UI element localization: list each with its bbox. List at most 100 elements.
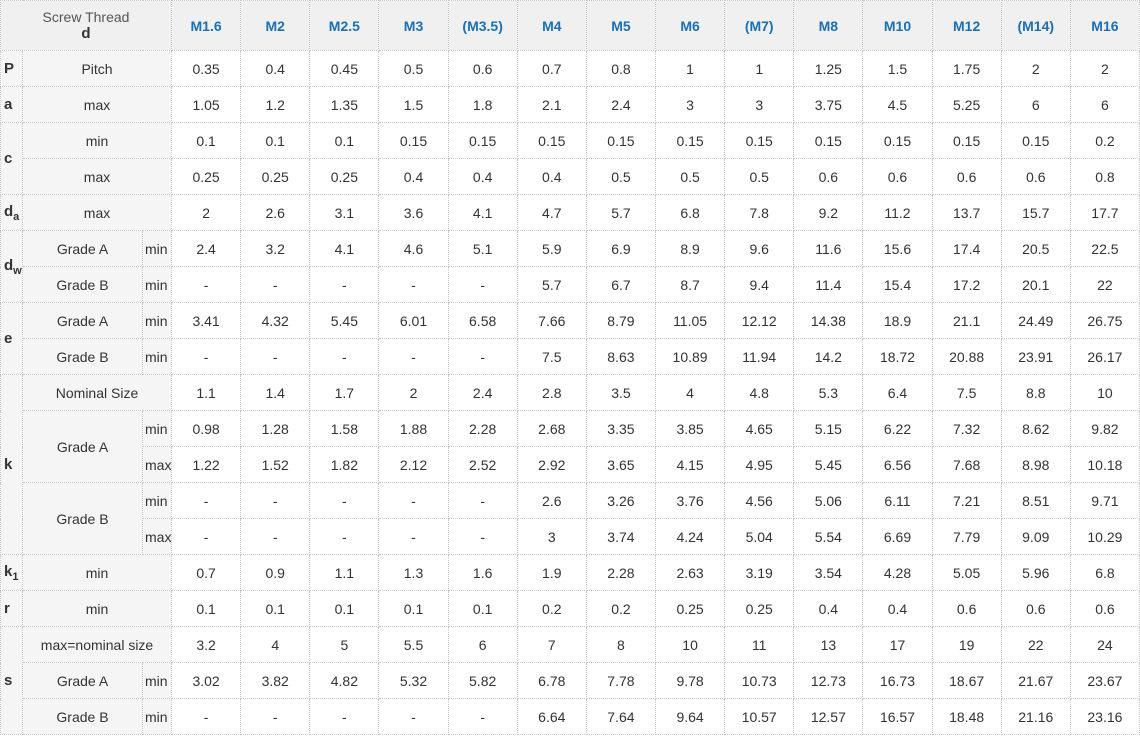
value-cell: 6.8: [1069, 554, 1140, 591]
value-cell: 18.67: [931, 662, 1002, 699]
value-cell: 5.45: [309, 302, 380, 339]
value-cell: 0.2: [585, 590, 657, 627]
value-cell: 19: [931, 626, 1002, 663]
header-row: Screw Thread d M1.6 M2 M2.5 M3 (M3.5) M4 M5 M6 (M…: [0, 0, 1140, 51]
value-cell: 0.6: [931, 590, 1002, 627]
size-header: M10: [862, 0, 933, 51]
value-cell: 21.1: [931, 302, 1002, 339]
value-cell: 3.75: [793, 86, 864, 123]
value-cell: 0.1: [171, 590, 242, 627]
row-label: Grade B: [22, 266, 143, 303]
value-cell: 3.74: [585, 518, 657, 555]
symbol-cell: r: [0, 590, 23, 627]
value-cell: 10.73: [724, 662, 795, 699]
symbol: P: [4, 60, 15, 77]
value-cell: 2.6: [240, 194, 311, 231]
row: a max 1.05 1.2 1.35 1.5 1.8 2.1 2.4 3 3 3.75 4.5 5.25…: [0, 86, 1140, 123]
value-cell: 6.11: [862, 482, 933, 519]
value-cell: 7.66: [516, 302, 587, 339]
symbol-cell: c: [0, 122, 23, 195]
value-cell: 5.1: [447, 230, 518, 267]
value-cell: 26.17: [1069, 338, 1140, 375]
symbol-subscript: a: [13, 210, 20, 223]
value-cell: 3.5: [585, 374, 657, 411]
value-cell: 5.32: [378, 662, 449, 699]
value-cell: -: [309, 266, 380, 303]
value-cell: -: [447, 698, 518, 735]
value-cell: 0.4: [516, 158, 587, 195]
value-cell: 7.79: [931, 518, 1002, 555]
value-cell: -: [447, 482, 518, 519]
value-cell: 5.96: [1000, 554, 1071, 591]
size-header: (M3.5): [447, 0, 518, 51]
row: da max 2 2.6 3.1 3.6 4.1 4.7 5.7 6.8 7.8 9.2 11.2 13.…: [0, 194, 1140, 231]
value-cell: 20.1: [1000, 266, 1071, 303]
value-cell: 1: [654, 50, 726, 87]
row-label: max=nominal size: [21, 626, 173, 663]
value-cell: 11.4: [793, 266, 864, 303]
value-cell: 1.82: [309, 446, 380, 483]
value-cell: 1.28: [240, 410, 311, 447]
value-cell: 3: [724, 86, 795, 123]
value-cell: 1.3: [378, 554, 449, 591]
value-cell: 20.5: [1000, 230, 1071, 267]
value-cell: 0.25: [171, 158, 242, 195]
value-cell: 0.7: [171, 554, 242, 591]
value-cell: 0.15: [1000, 122, 1071, 159]
value-cell: 1.4: [240, 374, 311, 411]
value-cell: 4.28: [862, 554, 933, 591]
value-cell: 0.5: [654, 158, 726, 195]
row-label: Pitch: [21, 50, 173, 87]
value-cell: 1.1: [309, 554, 380, 591]
value-cell: 5.9: [516, 230, 587, 267]
value-cell: 7.78: [585, 662, 657, 699]
value-cell: -: [171, 518, 242, 555]
value-cell: 4.5: [862, 86, 933, 123]
value-cell: 1.35: [309, 86, 380, 123]
value-cell: -: [447, 338, 518, 375]
symbol: s: [4, 672, 13, 689]
value-cell: 0.4: [447, 158, 518, 195]
value-cell: 21.67: [1000, 662, 1071, 699]
symbol-cell: k1: [0, 554, 23, 591]
value-cell: 0.1: [378, 590, 449, 627]
value-cell: 3.65: [585, 446, 657, 483]
value-cell: 22: [1069, 266, 1140, 303]
value-cell: 0.25: [240, 158, 311, 195]
value-cell: 22.5: [1069, 230, 1140, 267]
row: s max=nominal size 3.2 4 5 5.5 6 7 8 10 11 13 17 19 22…: [0, 626, 1140, 735]
size-header: M6: [654, 0, 726, 51]
size-header: M4: [516, 0, 587, 51]
value-cell: 3: [516, 518, 587, 555]
value-cell: 9.09: [1000, 518, 1071, 555]
corner-header: Screw Thread d: [0, 0, 173, 51]
size-header: (M14): [1000, 0, 1071, 51]
value-cell: 2.6: [516, 482, 587, 519]
header-title: Screw Thread: [42, 9, 130, 25]
value-cell: 9.82: [1069, 410, 1140, 447]
value-cell: -: [240, 482, 311, 519]
value-cell: 0.25: [654, 590, 726, 627]
value-cell: 1.5: [378, 86, 449, 123]
value-cell: 0.98: [171, 410, 242, 447]
value-cell: 8.9: [654, 230, 726, 267]
value-cell: 9.78: [654, 662, 726, 699]
value-cell: 2.4: [447, 374, 518, 411]
symbol: c: [4, 150, 13, 167]
row-qualifier: max: [141, 446, 173, 483]
row-label: Grade B: [22, 338, 143, 375]
value-cell: 5.25: [931, 86, 1002, 123]
value-cell: -: [309, 518, 380, 555]
value-cell: 10.89: [654, 338, 726, 375]
value-cell: 2.4: [585, 86, 657, 123]
value-cell: 0.6: [1000, 158, 1071, 195]
value-cell: 16.73: [862, 662, 933, 699]
value-cell: 5.7: [585, 194, 657, 231]
row: r min 0.1 0.1 0.1 0.1 0.1 0.2 0.2 0.25 0.25 0.4 0.4 0…: [0, 590, 1140, 627]
value-cell: 14.38: [793, 302, 864, 339]
value-cell: 3.2: [171, 626, 242, 663]
value-cell: 0.5: [724, 158, 795, 195]
value-cell: 0.15: [447, 122, 518, 159]
value-cell: 12.57: [793, 698, 864, 735]
